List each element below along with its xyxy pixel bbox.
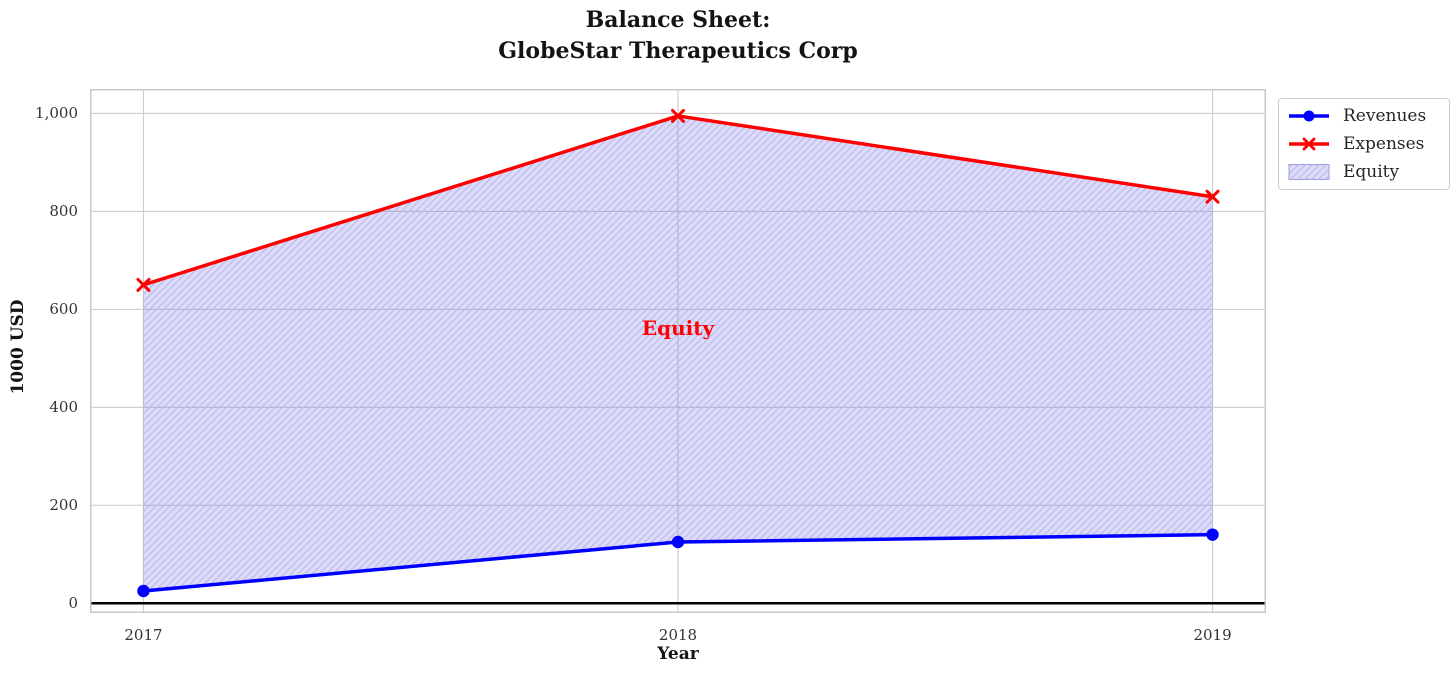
y-tick-label: 1,000 [35, 104, 78, 123]
plot-border [90, 89, 1266, 613]
legend-item-equity: Equity [1287, 158, 1441, 186]
legend-swatch-revenues-line-icon [1287, 106, 1331, 126]
x-tick-label: 2018 [658, 626, 698, 644]
chart-svg: Equity [90, 89, 1266, 613]
legend-label-expenses: Expenses [1343, 134, 1425, 154]
chart-title-line2: GlobeStar Therapeutics Corp [498, 38, 858, 64]
y-tick-label: 400 [49, 398, 78, 417]
expenses-x-marker [1205, 189, 1220, 204]
revenues-circle-marker [1206, 528, 1219, 541]
expenses-x-marker [136, 277, 151, 292]
x-axis-label: Year [657, 644, 699, 664]
y-tick-label: 200 [49, 496, 78, 515]
legend-label-revenues: Revenues [1343, 106, 1427, 126]
y-tick-label: 600 [49, 300, 78, 319]
legend-item-revenues: Revenues [1287, 102, 1441, 130]
x-tick-label: 2019 [1193, 626, 1232, 644]
equity-area-hatch [143, 115, 1213, 591]
equity-annotation: Equity [642, 316, 716, 340]
legend-swatch-expenses-line-icon [1287, 134, 1331, 154]
expenses-x-marker [671, 108, 685, 123]
revenues-circle-marker [137, 584, 150, 598]
chart-title: Balance Sheet: GlobeStar Therapeutics Co… [90, 5, 1266, 67]
legend-swatch-equity-patch-icon [1287, 162, 1331, 182]
y-tick-label: 0 [68, 594, 78, 613]
y-tick-label: 800 [49, 202, 78, 221]
legend-label-equity: Equity [1343, 162, 1400, 182]
legend-item-expenses: Expenses [1287, 130, 1441, 158]
x-tick-label: 2017 [124, 626, 163, 644]
plot-area: Equity [90, 89, 1266, 613]
revenues-circle-marker [671, 535, 685, 549]
chart-title-line1: Balance Sheet: [585, 7, 771, 33]
legend: Revenues Expenses Equity [1278, 98, 1450, 190]
